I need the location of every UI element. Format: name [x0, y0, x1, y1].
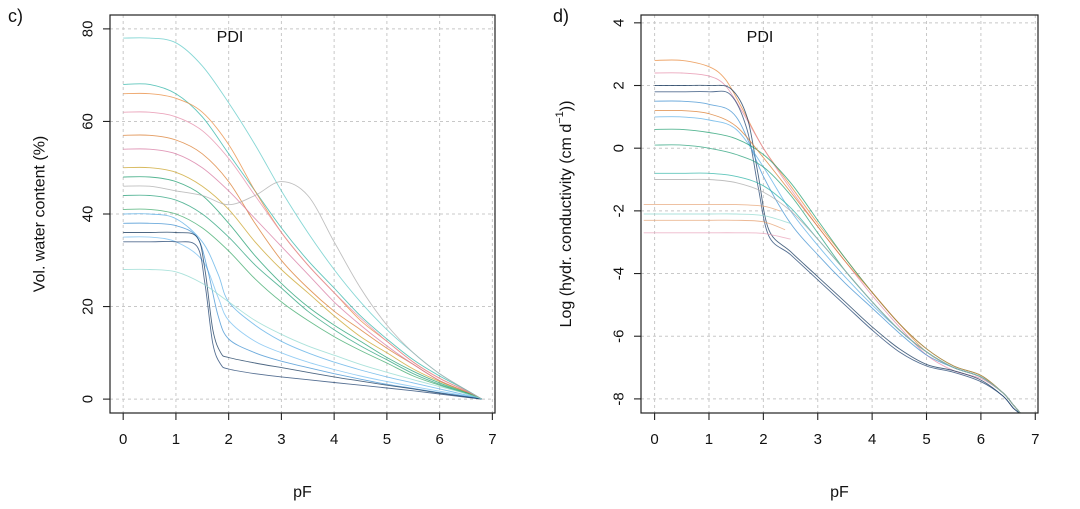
series-line-4 — [123, 134, 482, 400]
series-line-13 — [643, 232, 791, 240]
y-tick-label: -6 — [611, 330, 628, 343]
series-line-3 — [654, 90, 1021, 413]
series-group — [643, 59, 1021, 413]
series-line-1 — [123, 83, 483, 400]
series-line-1 — [654, 72, 1021, 413]
y-tick-label: 60 — [80, 113, 97, 130]
y-tick-label: 4 — [611, 19, 628, 27]
x-tick-label: 4 — [330, 431, 338, 448]
panel-d: 0 1 2 3 4 5 6 7 -8 -6 -4 -2 0 2 4 pF Log (hydr. conducti… — [553, 6, 1039, 501]
series-line-2 — [654, 84, 1021, 413]
gridlines — [110, 15, 495, 413]
x-tick-label: 1 — [172, 431, 180, 448]
series-line-11 — [643, 204, 780, 212]
x-tick-label: 0 — [650, 431, 658, 448]
y-tick-label: 0 — [611, 144, 628, 152]
x-tick-label: 1 — [705, 431, 713, 448]
series-line-6 — [123, 166, 482, 400]
series-line-9 — [654, 172, 1021, 413]
x-tick-label: 6 — [435, 431, 443, 448]
series-line-2 — [123, 92, 483, 400]
panel-title: PDI — [747, 29, 774, 46]
x-tick-label: 3 — [814, 431, 822, 448]
y-tick-label: -8 — [611, 392, 628, 405]
series-line-16 — [123, 268, 482, 400]
y-axis-title: Vol. water content (%) — [32, 136, 49, 293]
y-axis: 0 20 40 60 80 — [80, 21, 110, 403]
y-axis: -8 -6 -4 -2 0 2 4 — [611, 19, 641, 406]
x-tick-label: 0 — [119, 431, 127, 448]
y-tick-label: -4 — [611, 267, 628, 280]
y-tick-label: 20 — [80, 298, 97, 315]
series-line-5 — [123, 148, 482, 400]
x-tick-label: 3 — [277, 431, 285, 448]
series-line-9 — [123, 208, 482, 400]
series-line-8 — [123, 194, 482, 400]
x-tick-label: 4 — [868, 431, 876, 448]
series-line-13 — [123, 222, 482, 400]
panel-c: 0 1 2 3 4 5 6 7 0 20 40 60 80 pF Vol. water content (%… — [8, 6, 497, 501]
series-line-11 — [123, 213, 482, 400]
series-line-10 — [123, 181, 483, 400]
x-tick-label: 2 — [759, 431, 767, 448]
x-tick-label: 7 — [1031, 431, 1039, 448]
series-line-12 — [123, 236, 482, 400]
x-axis: 0 1 2 3 4 5 6 7 — [650, 413, 1039, 448]
series-line-5 — [654, 116, 1021, 413]
panel-title: PDI — [217, 29, 244, 46]
panel-letter: c) — [8, 6, 23, 26]
series-line-10 — [654, 178, 1021, 413]
series-line-0 — [123, 37, 483, 400]
series-line-8 — [654, 109, 1021, 413]
series-line-14 — [123, 231, 482, 400]
x-tick-label: 2 — [224, 431, 232, 448]
series-group — [123, 37, 483, 400]
x-tick-label: 6 — [977, 431, 985, 448]
x-axis: 0 1 2 3 4 5 6 7 — [119, 413, 497, 448]
panel-letter: d) — [553, 6, 569, 26]
y-tick-label: 2 — [611, 81, 628, 89]
y-tick-label: -2 — [611, 204, 628, 217]
series-line-12 — [643, 219, 786, 231]
series-line-14 — [643, 213, 791, 224]
series-line-15 — [123, 240, 482, 400]
y-tick-label: 40 — [80, 206, 97, 223]
x-tick-label: 5 — [383, 431, 391, 448]
plot-frame — [640, 14, 1039, 414]
x-tick-label: 7 — [488, 431, 496, 448]
x-axis-title: pF — [293, 484, 312, 501]
y-tick-label: 80 — [80, 21, 97, 38]
series-line-7 — [123, 176, 482, 400]
x-axis-title: pF — [830, 484, 849, 501]
series-line-3 — [123, 111, 483, 400]
y-tick-label: 0 — [80, 395, 97, 403]
y-axis-title: Log (hydr. conductivity (cm d−1)) — [554, 101, 575, 328]
series-line-0 — [654, 59, 1021, 413]
x-tick-label: 5 — [922, 431, 930, 448]
